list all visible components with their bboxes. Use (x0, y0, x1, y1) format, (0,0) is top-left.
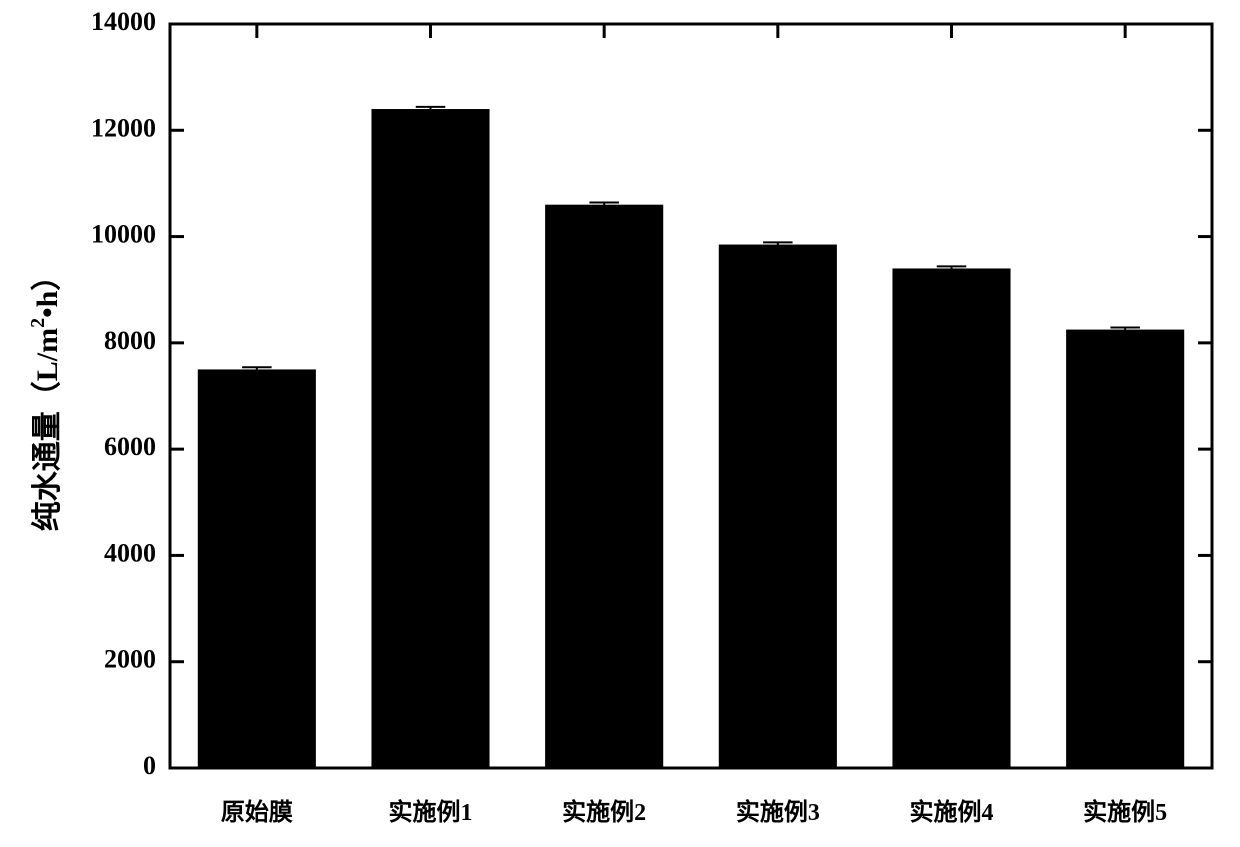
y-tick-label: 10000 (91, 220, 156, 249)
y-axis-title-text: 纯水通量（L/m2•h） (27, 261, 64, 532)
bar (371, 109, 489, 768)
y-axis-title: 纯水通量（L/m2•h） (27, 261, 64, 532)
x-tick-label: 实施例2 (562, 798, 646, 826)
y-tick-label: 4000 (104, 538, 156, 567)
x-tick-label: 实施例4 (910, 798, 994, 826)
y-tick-label: 6000 (104, 432, 156, 461)
bar (198, 369, 316, 768)
y-tick-label: 8000 (104, 326, 156, 355)
y-tick-label: 14000 (91, 7, 156, 36)
bar (1066, 330, 1184, 768)
chart-svg: 0 2000 4000 6000 8000 10000 12000 14000 原始膜 实施例1 实… (0, 0, 1240, 847)
bar (892, 268, 1010, 768)
bar-chart-container: 0 2000 4000 6000 8000 10000 12000 14000 原始膜 实施例1 实… (0, 0, 1240, 847)
x-tick-label: 实施例1 (389, 798, 473, 826)
y-tick-label: 0 (143, 751, 156, 780)
x-tick-label: 原始膜 (221, 799, 293, 826)
x-tick-label: 实施例3 (736, 798, 820, 826)
x-tick-label: 实施例5 (1083, 798, 1167, 826)
bar (719, 245, 837, 768)
bar (545, 205, 663, 768)
y-tick-label: 2000 (104, 645, 156, 674)
y-tick-label: 12000 (91, 113, 156, 142)
